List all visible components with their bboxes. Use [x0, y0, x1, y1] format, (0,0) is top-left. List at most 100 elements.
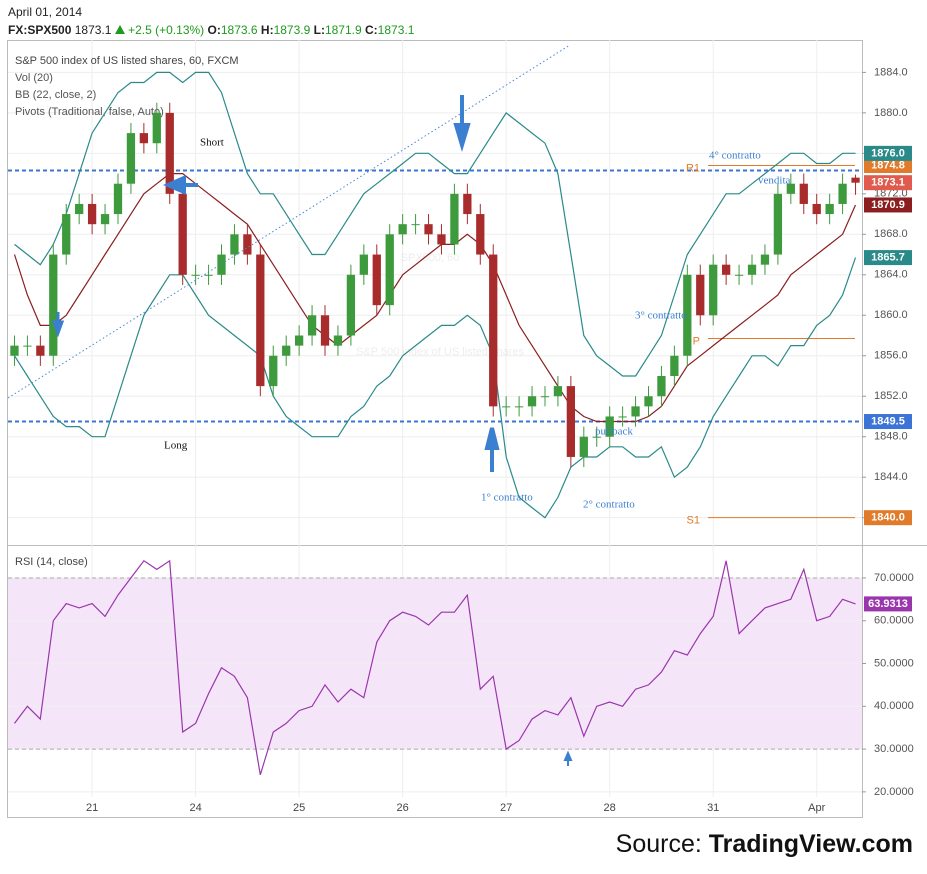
- candle-body: [721, 264, 731, 275]
- candle-body: [10, 345, 19, 356]
- candle-body: [307, 315, 317, 336]
- annotation: 3° contratto: [635, 310, 687, 322]
- price-flag: [864, 157, 912, 173]
- date: April 01, 2014: [8, 5, 83, 19]
- candle-body: [463, 193, 472, 215]
- candle-body: [424, 224, 433, 235]
- annotation: 4° contratto: [709, 150, 761, 162]
- x-tick-label: 26: [397, 802, 409, 814]
- y-tick-label: 60.0000: [874, 615, 914, 627]
- x-tick-label: 21: [86, 802, 98, 814]
- candle-body: [566, 386, 576, 457]
- up-arrow: [114, 25, 125, 34]
- y-tick-label: 1884.0: [874, 66, 908, 78]
- price-flag: [864, 250, 912, 266]
- candle-body: [204, 274, 213, 276]
- candle-body: [437, 234, 446, 245]
- candle-body: [747, 264, 757, 275]
- candle-body: [514, 406, 524, 408]
- candle-body: [812, 203, 821, 215]
- candle-body: [540, 396, 550, 398]
- y-tick-label: 1852.0: [874, 390, 908, 402]
- candle-body: [618, 416, 627, 418]
- bollinger-band: [13, 257, 857, 519]
- y-tick-label: 1880.0: [874, 107, 908, 119]
- candle-body: [346, 274, 356, 336]
- indicator-label: Pivots (Traditional, false, Auto): [15, 106, 164, 118]
- candle-body: [372, 254, 381, 306]
- price-flag-label: 1876.0: [871, 147, 905, 159]
- candle-body: [489, 254, 498, 407]
- price-flag-label: 1870.9: [871, 199, 905, 211]
- pivot-name: P: [693, 335, 700, 347]
- candle-body: [398, 224, 407, 235]
- y-tick-label: 50.0000: [874, 657, 914, 669]
- candle-body: [786, 183, 795, 194]
- candle-body: [152, 112, 161, 144]
- annotation: 1° contratto: [481, 492, 533, 504]
- candle-body: [333, 335, 343, 346]
- candle-body: [799, 183, 808, 204]
- annotation: Long: [164, 440, 188, 452]
- price-flag-label: 1849.5: [871, 415, 905, 427]
- trend-line: [7, 44, 571, 399]
- candle-body: [683, 274, 692, 356]
- ohlc-value: 1871.9: [324, 23, 362, 37]
- y-tick-label: 20.0000: [874, 786, 914, 798]
- candle-body: [359, 254, 368, 275]
- candle-body: [230, 234, 239, 255]
- candle-body: [734, 274, 744, 276]
- source-site: TradingView.com: [708, 830, 913, 858]
- candle-body: [631, 406, 640, 417]
- source: Source: TradingView.com: [616, 830, 913, 859]
- arrow-up: [484, 427, 500, 472]
- y-tick-label: 40.0000: [874, 700, 914, 712]
- pane-title: RSI (14, close): [15, 556, 88, 568]
- chart: 21 24 25 26 27 28 31 Apr SPX500, 60 S&P 500 index…: [7, 40, 927, 818]
- y-tick-label: 1864.0: [874, 269, 908, 281]
- price-flag: [864, 596, 912, 612]
- price-flag: [864, 510, 912, 526]
- candle-body: [217, 254, 226, 275]
- ohlc-value: 1873.9: [273, 23, 311, 37]
- price-flag-label: 1874.8: [871, 159, 905, 171]
- candle-body: [605, 416, 614, 437]
- chart-title: S&P 500 index of US listed shares, 60, F…: [15, 55, 239, 67]
- candle-body: [113, 183, 123, 215]
- candle-body: [657, 375, 666, 397]
- x-tick-label: 25: [293, 802, 305, 814]
- bollinger-band: [14, 71, 856, 377]
- bollinger-band: [13, 173, 857, 423]
- candle-body: [760, 254, 770, 265]
- y-tick-label: 1848.0: [874, 431, 908, 443]
- candle-body: [75, 203, 84, 215]
- ohlc-label: H:: [260, 23, 274, 37]
- candle-body: [385, 234, 394, 306]
- candle-body: [553, 386, 563, 397]
- annotation: Short: [200, 137, 224, 149]
- candle-body: [825, 203, 834, 215]
- candle-body: [243, 234, 252, 255]
- candle-body: [191, 274, 200, 276]
- ohlc-value: 1873.6: [220, 23, 258, 37]
- header: April 01, 2014 FX:SPX500 1873.1 +2.5 (+0…: [8, 3, 414, 39]
- y-tick-label: 1872.0: [874, 188, 908, 200]
- candle-body: [450, 193, 459, 245]
- x-tick-label: 31: [707, 802, 719, 814]
- x-tick-label: Apr: [808, 802, 825, 814]
- x-tick-label: 27: [500, 802, 512, 814]
- candle-body: [644, 396, 653, 407]
- annotation: 2° contratto: [583, 499, 635, 511]
- candle-body: [294, 335, 304, 346]
- symbol: FX:SPX500: [8, 23, 72, 37]
- candle-body: [49, 254, 58, 356]
- candle-body: [62, 214, 71, 255]
- price-flag-label: 1873.1: [871, 177, 905, 189]
- ohlc-label: L:: [313, 23, 325, 37]
- arrow-down: [51, 312, 65, 338]
- price-flag: [864, 145, 912, 161]
- last-price: 1873.1: [74, 23, 112, 37]
- indicator-label: BB (22, close, 2): [15, 89, 96, 101]
- arrows: [51, 95, 573, 766]
